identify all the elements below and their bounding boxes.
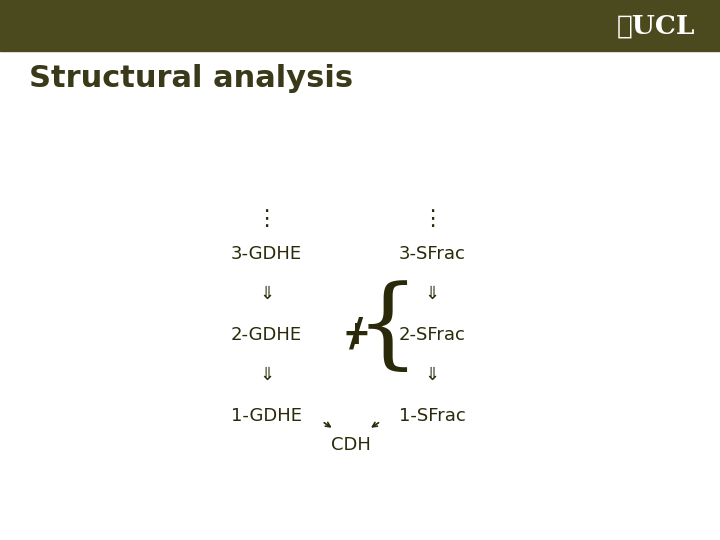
- Text: {: {: [356, 281, 419, 377]
- Text: Structural analysis: Structural analysis: [29, 64, 353, 93]
- Text: 3-GDHE: 3-GDHE: [231, 245, 302, 263]
- Text: 2-GDHE: 2-GDHE: [231, 326, 302, 344]
- Text: 3-SFrac: 3-SFrac: [399, 245, 465, 263]
- Text: ⇓: ⇓: [258, 366, 274, 384]
- Text: 1-SFrac: 1-SFrac: [399, 407, 465, 425]
- Text: 1-GDHE: 1-GDHE: [231, 407, 302, 425]
- Text: /: /: [349, 316, 364, 354]
- Text: ⇓: ⇓: [258, 285, 274, 303]
- Text: ♖UCL: ♖UCL: [616, 13, 695, 38]
- Text: ⋮: ⋮: [256, 208, 277, 229]
- Bar: [0, 0, 720, 51]
- Text: ⋮: ⋮: [421, 208, 443, 229]
- Text: ⇓: ⇓: [424, 366, 440, 384]
- Text: +: +: [343, 318, 370, 352]
- Text: 2-SFrac: 2-SFrac: [399, 326, 465, 344]
- Text: ⇓: ⇓: [424, 285, 440, 303]
- Text: CDH: CDH: [330, 436, 371, 455]
